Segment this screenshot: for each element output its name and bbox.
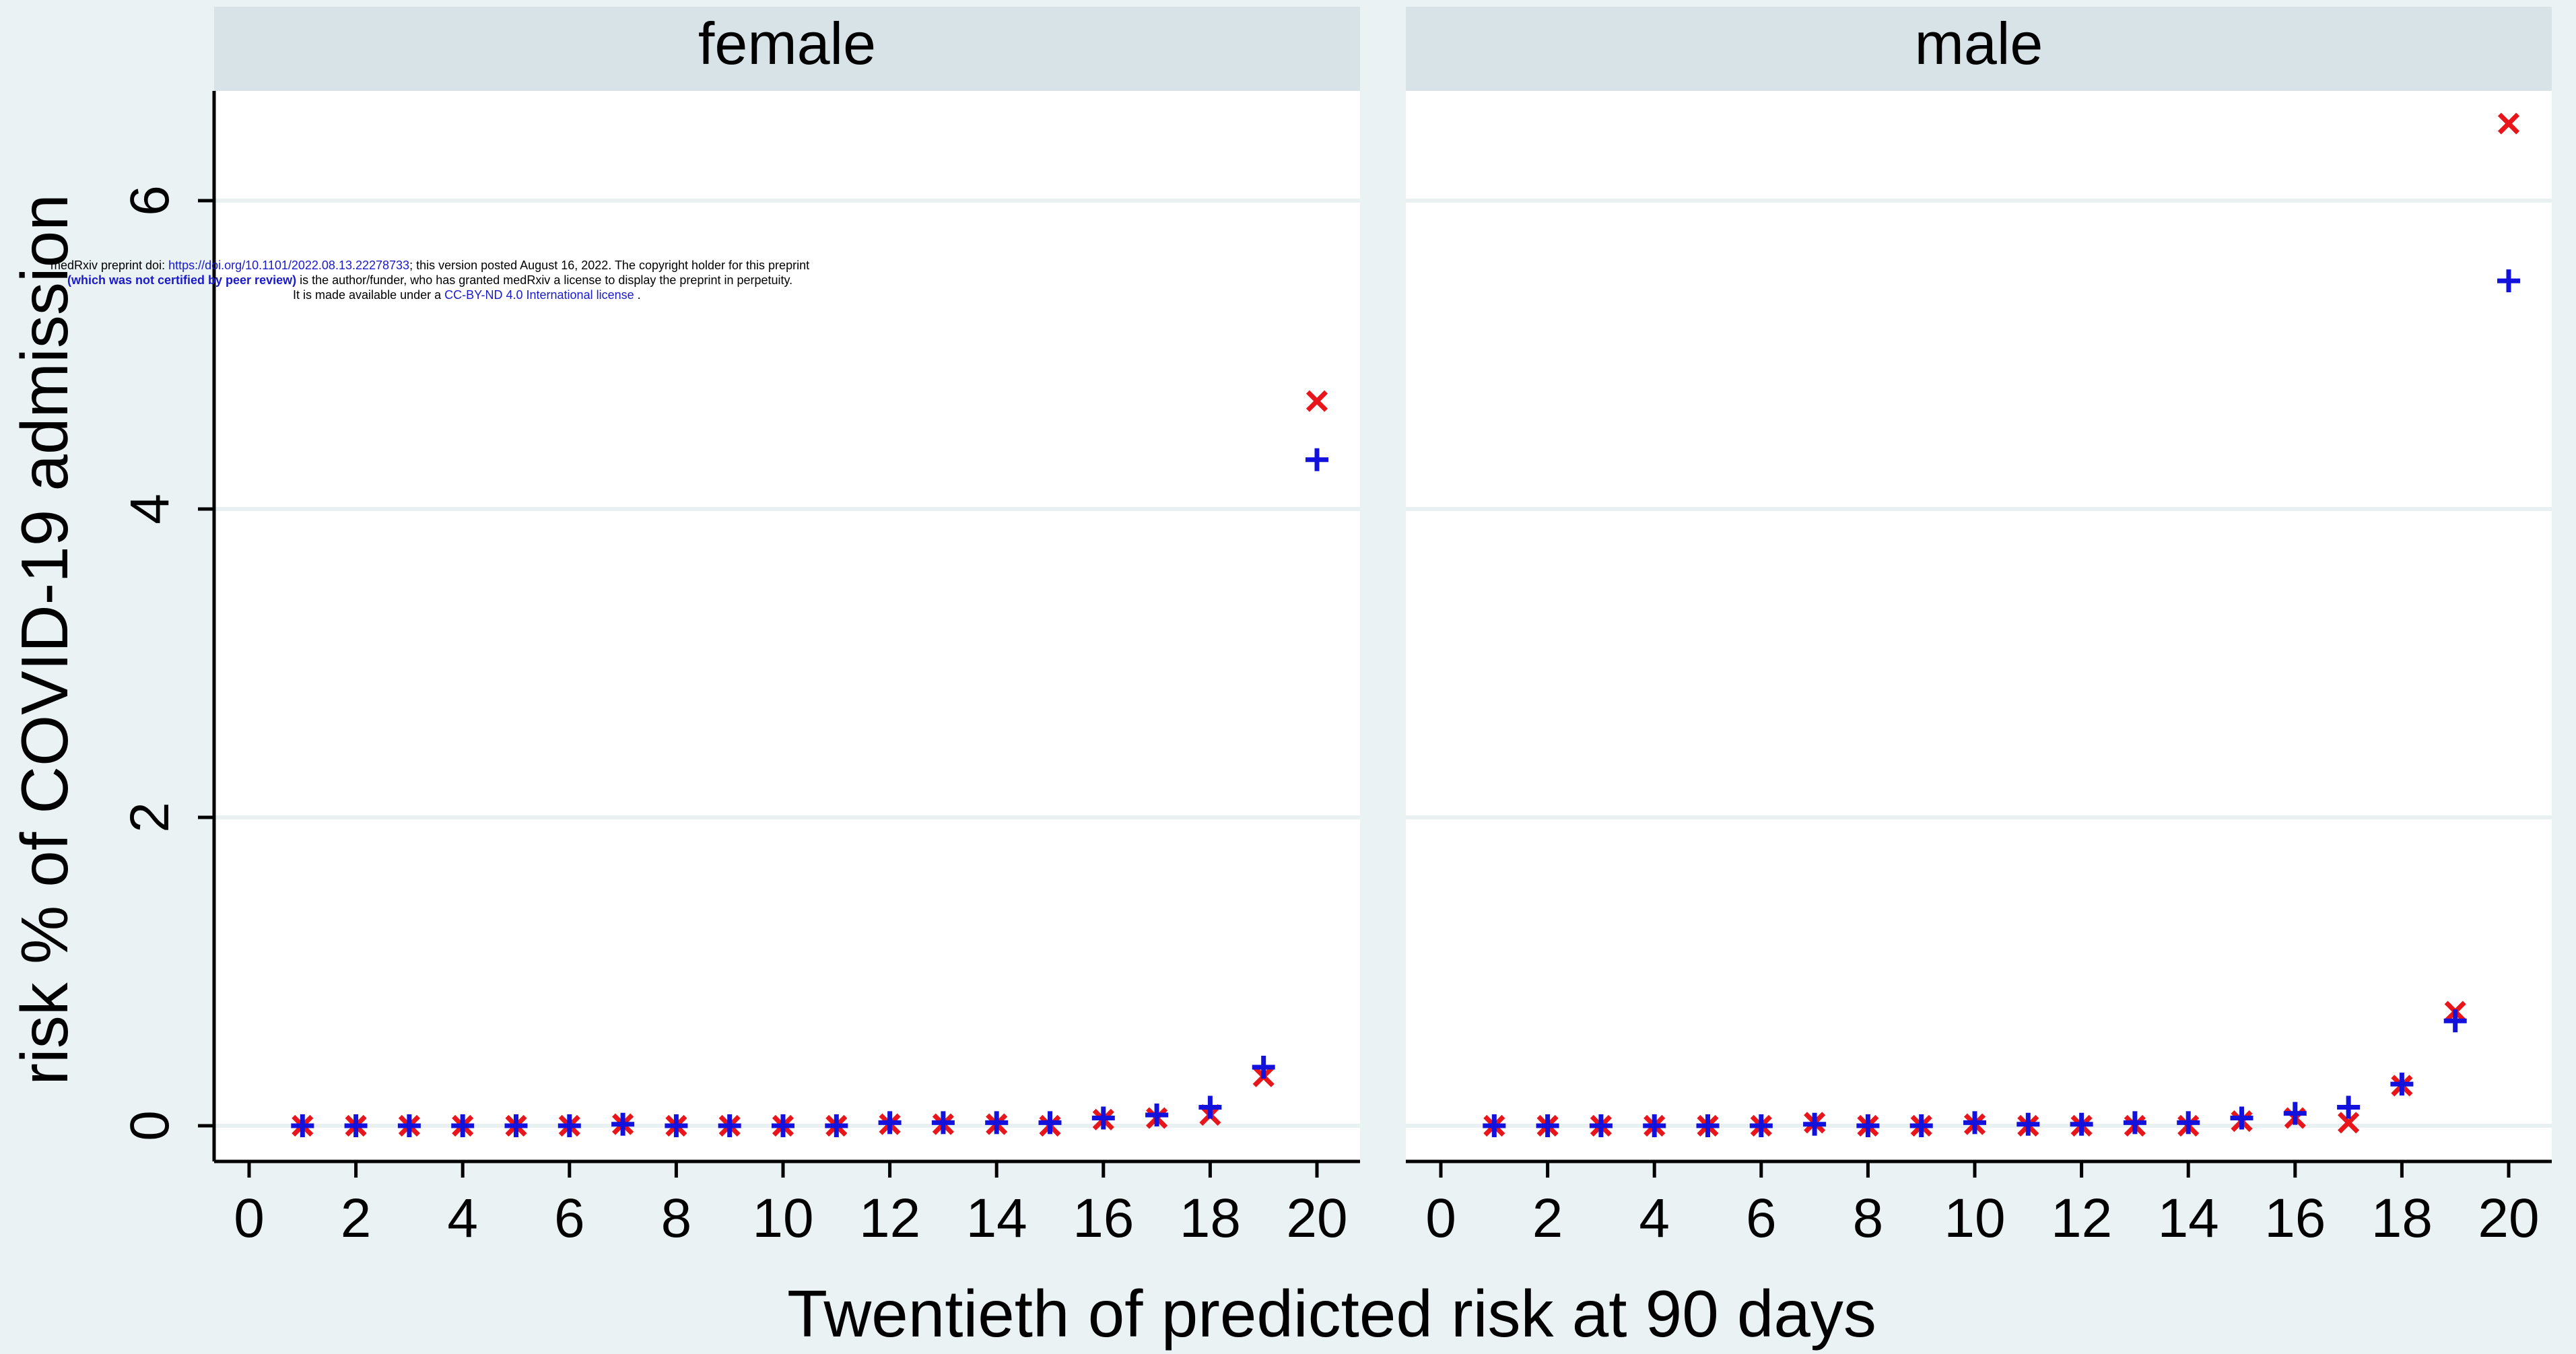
panel-0: female 0 2 4 6 8 10 12 14 16 18 20 0 2 4 6 xyxy=(119,7,1360,1249)
x-tick-label: 10 xyxy=(1944,1188,2005,1249)
plus-point xyxy=(451,1114,475,1137)
plus-point xyxy=(718,1114,741,1137)
plus-point xyxy=(1803,1112,1827,1136)
plus-point xyxy=(2123,1111,2146,1135)
plus-point xyxy=(2177,1111,2200,1135)
plus-point xyxy=(1145,1103,1169,1126)
plus-point xyxy=(772,1114,794,1137)
cross-point xyxy=(2338,1112,2360,1134)
plus-point xyxy=(1198,1095,1222,1119)
plus-point xyxy=(2337,1095,2361,1119)
x-tick-label: 20 xyxy=(2478,1188,2539,1249)
plus-point xyxy=(344,1114,368,1137)
plus-point xyxy=(2016,1112,2040,1136)
x-tick-label: 14 xyxy=(966,1188,1027,1249)
plus-point xyxy=(1306,448,1328,471)
x-tick-label: 16 xyxy=(1073,1188,1134,1249)
cross-point xyxy=(2497,112,2520,135)
y-axis-label: risk % of COVID-19 admission xyxy=(7,194,81,1085)
x-tick-label: 8 xyxy=(661,1188,692,1249)
y-tick-label: 2 xyxy=(119,802,180,833)
y-tick-label: 6 xyxy=(119,185,180,216)
plus-point xyxy=(1643,1114,1666,1137)
plus-point xyxy=(1483,1114,1506,1137)
plus-point xyxy=(397,1114,421,1137)
x-tick-label: 20 xyxy=(1286,1188,1347,1249)
peer-review-note: (which was not certified by peer review) xyxy=(67,273,297,287)
notice-line3-post: . xyxy=(634,288,641,302)
x-tick-label: 0 xyxy=(234,1188,265,1249)
plus-point xyxy=(611,1112,635,1136)
preprint-notice-line-3: It is made available under a CC-BY-ND 4.… xyxy=(293,287,641,302)
plus-point xyxy=(878,1111,902,1135)
y-tick-label: 4 xyxy=(119,494,180,524)
x-tick-label: 18 xyxy=(2371,1188,2433,1249)
plus-point xyxy=(2390,1073,2414,1096)
x-tick-label: 12 xyxy=(859,1188,920,1249)
plus-point xyxy=(985,1111,1009,1135)
plus-point xyxy=(504,1114,528,1137)
plus-point xyxy=(2283,1102,2307,1125)
x-axis-label: Twentieth of predicted risk at 90 days xyxy=(787,1277,1876,1351)
plot-area xyxy=(1406,91,2552,1161)
license-link[interactable]: CC-BY-ND 4.0 International license xyxy=(444,288,634,302)
y-tick-label: 0 xyxy=(119,1110,180,1141)
doi-link[interactable]: https://doi.org/10.1101/2022.08.13.22278… xyxy=(168,259,410,272)
plot-area xyxy=(214,91,1360,1161)
notice-line1-post: ; this version posted August 16, 2022. T… xyxy=(409,259,810,272)
cross-point xyxy=(1306,390,1328,412)
x-tick-label: 10 xyxy=(752,1188,813,1249)
plus-point xyxy=(665,1114,688,1137)
plus-point xyxy=(1252,1055,1275,1079)
plus-point xyxy=(1091,1106,1115,1130)
panel-title: female xyxy=(698,10,876,77)
plus-point xyxy=(2443,1009,2467,1033)
plus-point xyxy=(931,1111,955,1135)
x-tick-label: 18 xyxy=(1180,1188,1241,1249)
preprint-notice-line-1: medRxiv preprint doi: https://doi.org/10… xyxy=(50,258,809,273)
panels-group: female 0 2 4 6 8 10 12 14 16 18 20 0 2 4 6 male 0 2 4 6 8 10 12… xyxy=(119,7,2552,1249)
preprint-notice-line-2: (which was not certified by peer review)… xyxy=(67,273,792,287)
x-tick-label: 2 xyxy=(341,1188,372,1249)
panel-strip xyxy=(214,7,1360,91)
plus-point xyxy=(1038,1111,1062,1135)
plus-point xyxy=(1856,1114,1880,1137)
plus-point xyxy=(2230,1106,2253,1130)
plus-point xyxy=(2497,269,2520,293)
x-tick-label: 0 xyxy=(1425,1188,1456,1249)
x-tick-label: 8 xyxy=(1853,1188,1884,1249)
x-tick-label: 4 xyxy=(1639,1188,1670,1249)
x-tick-label: 2 xyxy=(1532,1188,1563,1249)
plus-point xyxy=(2070,1112,2093,1136)
plus-point xyxy=(1963,1111,1986,1135)
notice-line3-pre: It is made available under a xyxy=(293,288,445,302)
panel-strip xyxy=(1406,7,2552,91)
panel-title: male xyxy=(1915,10,2043,77)
x-tick-label: 12 xyxy=(2051,1188,2112,1249)
x-tick-label: 14 xyxy=(2158,1188,2219,1249)
panel-1: male 0 2 4 6 8 10 12 14 16 18 20 xyxy=(1406,7,2552,1249)
notice-line1-pre: medRxiv preprint doi: xyxy=(50,259,169,272)
plus-point xyxy=(1909,1114,1933,1137)
x-tick-label: 6 xyxy=(554,1188,585,1249)
plus-point xyxy=(825,1114,848,1137)
plus-point xyxy=(1696,1114,1720,1137)
plus-point xyxy=(557,1114,581,1137)
plus-point xyxy=(1536,1114,1559,1137)
plus-point xyxy=(1589,1114,1613,1137)
notice-line2-post: is the author/funder, who has granted me… xyxy=(296,273,793,287)
x-tick-label: 6 xyxy=(1746,1188,1777,1249)
x-tick-label: 4 xyxy=(447,1188,478,1249)
plus-point xyxy=(291,1114,314,1137)
plus-point xyxy=(1749,1114,1773,1137)
x-tick-label: 16 xyxy=(2264,1188,2326,1249)
